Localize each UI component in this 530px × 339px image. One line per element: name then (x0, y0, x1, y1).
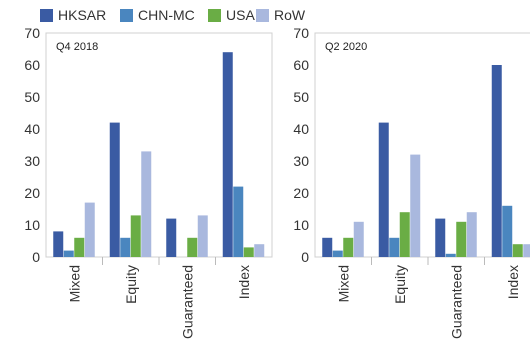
bar-chn-mc (233, 186, 244, 257)
bar-usa (399, 212, 410, 257)
bar-usa (130, 215, 141, 257)
bar-usa (243, 247, 254, 257)
category-label: Equity (392, 265, 408, 304)
bar-usa (187, 237, 198, 257)
legend-swatch (208, 9, 221, 22)
category-label: Equity (123, 265, 139, 304)
legend-label: USA (226, 7, 255, 23)
legend-swatch (40, 9, 53, 22)
legend-swatch (120, 9, 133, 22)
bar-hksar (491, 65, 502, 257)
category-label: Mixed (335, 265, 351, 302)
bar-chn-mc (502, 205, 513, 257)
y-tick-label: 0 (301, 249, 309, 265)
bar-usa (74, 237, 85, 257)
y-tick-label: 20 (293, 185, 309, 201)
bar-row (84, 202, 95, 257)
bar-chn-mc (332, 250, 343, 257)
bar-row (254, 244, 265, 257)
y-tick-label: 20 (24, 185, 40, 201)
y-tick-label: 70 (24, 25, 40, 41)
legend-label: CHN-MC (138, 7, 195, 23)
bar-row (523, 244, 530, 257)
y-tick-label: 30 (24, 153, 40, 169)
category-label: Mixed (66, 265, 82, 302)
panel-title: Q2 2020 (325, 41, 367, 53)
bar-hksar (166, 218, 177, 257)
y-tick-label: 60 (24, 57, 40, 73)
bar-usa (456, 221, 467, 257)
y-tick-label: 30 (293, 153, 309, 169)
y-tick-label: 50 (24, 89, 40, 105)
bar-hksar (109, 122, 120, 257)
bar-row (353, 221, 364, 257)
bar-chn-mc (63, 250, 74, 257)
bar-hksar (322, 237, 333, 257)
bar-row (410, 154, 421, 257)
category-label: Index (505, 265, 521, 299)
bar-chn-mc (389, 237, 400, 257)
category-label: Index (236, 265, 252, 299)
bar-chn-mc (120, 237, 131, 257)
bar-usa (343, 237, 354, 257)
y-tick-label: 40 (24, 121, 40, 137)
bar-hksar (435, 218, 446, 257)
y-tick-label: 40 (293, 121, 309, 137)
y-tick-label: 50 (293, 89, 309, 105)
legend-swatch (256, 9, 269, 22)
bar-usa (512, 244, 523, 257)
bar-hksar (378, 122, 389, 257)
legend-label: HKSAR (58, 7, 106, 23)
bar-row (466, 212, 477, 257)
bar-hksar (222, 52, 233, 258)
y-tick-label: 60 (293, 57, 309, 73)
y-tick-label: 10 (24, 217, 40, 233)
bar-row (141, 151, 152, 257)
bar-row (197, 215, 208, 257)
bar-chn-mc (445, 253, 456, 257)
y-tick-label: 10 (293, 217, 309, 233)
panel-title: Q4 2018 (56, 41, 98, 53)
legend-label: RoW (274, 7, 306, 23)
bar-hksar (53, 231, 64, 257)
category-label: Guaranteed (179, 265, 195, 339)
y-tick-label: 70 (293, 25, 309, 41)
category-label: Guaranteed (448, 265, 464, 339)
y-tick-label: 0 (32, 249, 40, 265)
